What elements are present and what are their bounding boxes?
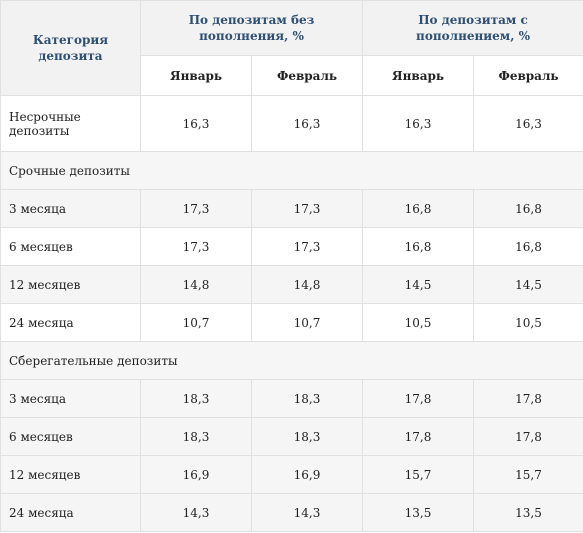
row-label: 6 месяцев (0, 417, 141, 456)
rate-cell: 16,3 (250, 95, 364, 152)
rate-cell: 17,3 (140, 189, 252, 228)
rate-cell: 10,7 (140, 303, 252, 342)
table-row: 6 месяцев 17,3 17,3 16,8 16,8 (0, 227, 583, 266)
rate-cell: 14,3 (140, 493, 252, 532)
rate-cell: 10,5 (362, 303, 475, 342)
rate-cell: 13,5 (473, 493, 583, 532)
month-header-jan-topup: Январь (362, 55, 475, 96)
section-label: Сберегательные депозиты (0, 341, 583, 380)
rate-cell: 10,5 (473, 303, 583, 342)
rate-cell: 16,3 (362, 95, 475, 152)
month-header-feb-topup: Февраль (473, 55, 583, 96)
rate-cell: 17,8 (473, 379, 583, 418)
rate-cell: 17,3 (250, 189, 364, 228)
rate-cell: 16,9 (140, 455, 252, 494)
row-label: 6 месяцев (0, 227, 141, 266)
table-row: 12 месяцев 16,9 16,9 15,7 15,7 (0, 455, 583, 494)
table-row: 24 месяца 10,7 10,7 10,5 10,5 (0, 303, 583, 342)
row-label: 3 месяца (0, 379, 141, 418)
table-row: 3 месяца 17,3 17,3 16,8 16,8 (0, 189, 583, 228)
rate-cell: 16,9 (250, 455, 364, 494)
rate-cell: 18,3 (140, 417, 252, 456)
rate-cell: 16,8 (362, 227, 475, 266)
rate-cell: 15,7 (473, 455, 583, 494)
rate-cell: 15,7 (362, 455, 475, 494)
table-row: 12 месяцев 14,8 14,8 14,5 14,5 (0, 265, 583, 304)
rate-cell: 16,8 (473, 189, 583, 228)
section-row: Сберегательные депозиты (0, 341, 583, 380)
rate-cell: 14,3 (250, 493, 364, 532)
rate-cell: 13,5 (362, 493, 475, 532)
rate-cell: 16,8 (362, 189, 475, 228)
month-header-feb-no-topup: Февраль (250, 55, 364, 96)
category-header: Категория депозита (0, 0, 141, 96)
row-label: 12 месяцев (0, 265, 141, 304)
row-label: 3 месяца (0, 189, 141, 228)
rate-cell: 16,8 (473, 227, 583, 266)
rate-cell: 16,3 (140, 95, 252, 152)
rate-cell: 14,5 (362, 265, 475, 304)
row-label: 24 месяца (0, 303, 141, 342)
month-header-jan-no-topup: Январь (140, 55, 252, 96)
row-label: 12 месяцев (0, 455, 141, 494)
row-label: Несрочные депозиты (0, 95, 141, 152)
section-label: Срочные депозиты (0, 151, 583, 190)
table-row: 6 месяцев 18,3 18,3 17,8 17,8 (0, 417, 583, 456)
topup-group-header: По депозитам с пополнением, % (362, 0, 583, 56)
rate-cell: 14,5 (473, 265, 583, 304)
rate-cell: 16,3 (473, 95, 583, 152)
no-topup-group-header: По депозитам без пополнения, % (139, 0, 364, 56)
rate-cell: 17,8 (362, 417, 475, 456)
table-row: 3 месяца 18,3 18,3 17,8 17,8 (0, 379, 583, 418)
rate-cell: 18,3 (250, 379, 364, 418)
rate-cell: 17,8 (362, 379, 475, 418)
rate-cell: 14,8 (250, 265, 364, 304)
rate-cell: 18,3 (140, 379, 252, 418)
rate-cell: 17,3 (250, 227, 364, 266)
rate-cell: 17,3 (140, 227, 252, 266)
table-row: 24 месяца 14,3 14,3 13,5 13,5 (0, 493, 583, 532)
rate-cell: 14,8 (140, 265, 252, 304)
rate-cell: 17,8 (473, 417, 583, 456)
rate-cell: 18,3 (250, 417, 364, 456)
rate-cell: 10,7 (250, 303, 364, 342)
row-label: 24 месяца (0, 493, 141, 532)
table-row: Несрочные депозиты 16,3 16,3 16,3 16,3 (0, 95, 583, 152)
section-row: Срочные депозиты (0, 151, 583, 190)
